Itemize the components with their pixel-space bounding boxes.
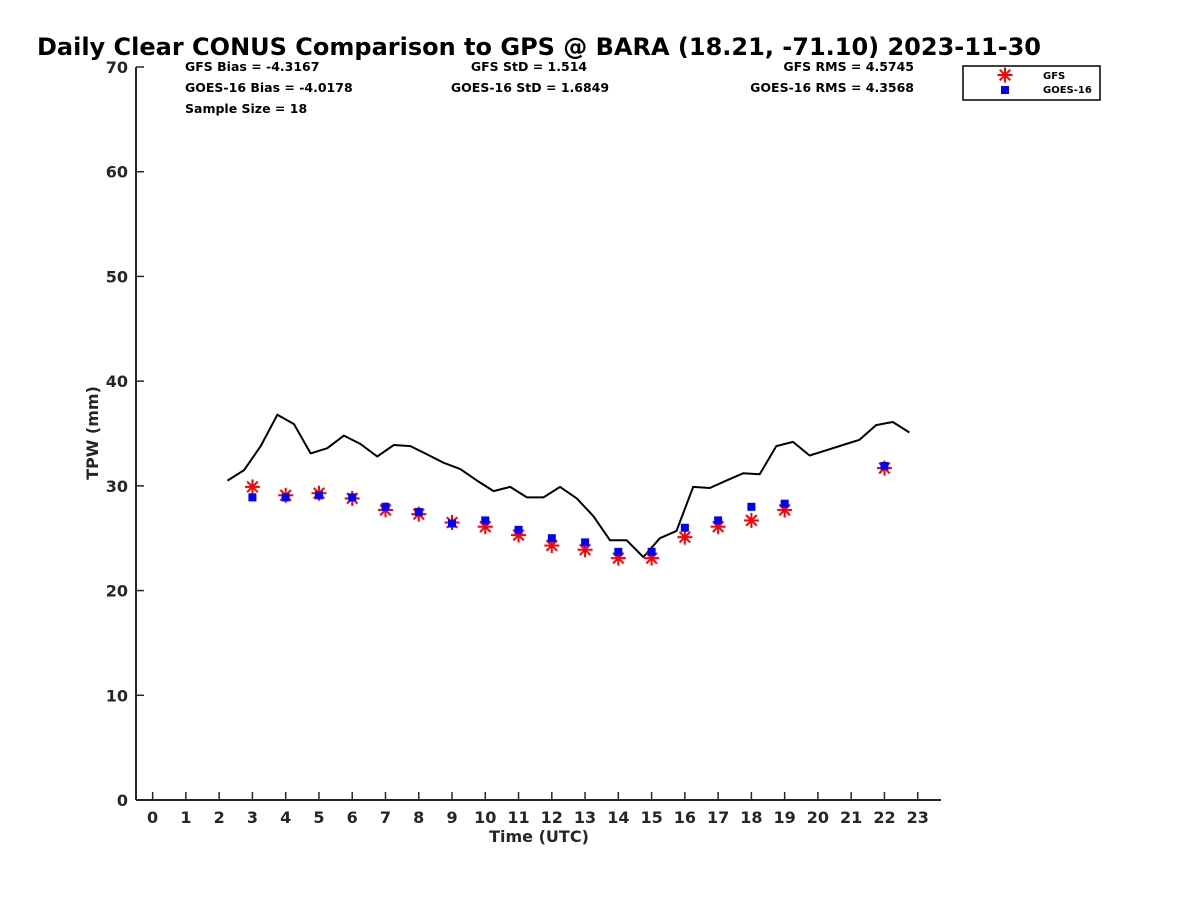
gfs-point	[677, 529, 693, 545]
goes-point	[348, 493, 357, 502]
y-tick-label: 40	[106, 372, 128, 391]
x-tick-label: 4	[280, 808, 291, 827]
x-tick-label: 23	[907, 808, 929, 827]
gfs-point	[743, 512, 759, 528]
statistics-block: GFS Bias = -4.3167 GOES-16 Bias = -4.017…	[185, 59, 914, 116]
goes-point	[647, 547, 656, 556]
legend-gfs-asterisk	[997, 67, 1013, 83]
x-tick-label: 9	[446, 808, 457, 827]
x-axis-label: Time (UTC)	[489, 827, 589, 846]
gfs-point	[244, 479, 260, 495]
gps-line-series	[226, 413, 910, 559]
goes-point	[448, 519, 457, 528]
x-tick-label: 0	[147, 808, 158, 827]
x-tick-label: 10	[474, 808, 496, 827]
x-tick-label: 12	[541, 808, 563, 827]
gps-line	[226, 413, 910, 559]
goes-point	[481, 516, 490, 525]
x-tick-label: 20	[807, 808, 829, 827]
x-tick-label: 11	[507, 808, 529, 827]
goes-point	[414, 508, 423, 517]
legend-box	[962, 65, 1101, 101]
legend: GFS GOES-16	[962, 65, 1101, 101]
goes-point	[381, 502, 390, 511]
goes-point	[514, 525, 523, 534]
x-tick-label: 22	[873, 808, 895, 827]
x-tick-label: 1	[180, 808, 191, 827]
x-tick-label: 8	[413, 808, 424, 827]
goes-point	[248, 493, 257, 502]
axes: 0 1 2 3 4 5 6 7 8 9 10 11 12 13 14 15 16 17 18 19 20 21 22 2301…	[106, 58, 941, 827]
legend-gfs-marker	[997, 67, 1013, 83]
goes-bias-stat: GOES-16 Bias = -4.0178	[185, 80, 353, 95]
goes-point	[281, 493, 290, 502]
goes-point	[714, 516, 723, 525]
x-tick-label: 2	[214, 808, 225, 827]
chart-title: Daily Clear CONUS Comparison to GPS @ BA…	[37, 33, 1041, 61]
goes-point	[747, 502, 756, 511]
y-tick-label: 60	[106, 163, 128, 182]
x-tick-label: 19	[774, 808, 796, 827]
goes-point	[547, 534, 556, 543]
y-tick-label: 70	[106, 58, 128, 77]
goes-point	[880, 461, 889, 470]
y-axis-label: TPW (mm)	[83, 386, 102, 480]
legend-goes-square	[1001, 86, 1009, 94]
y-tick-label: 30	[106, 477, 128, 496]
gfs-rms-stat: GFS RMS = 4.5745	[783, 59, 914, 74]
y-tick-label: 0	[117, 791, 128, 810]
goes-point	[614, 547, 623, 556]
y-tick-label: 10	[106, 686, 128, 705]
x-tick-label: 18	[740, 808, 762, 827]
gfs-bias-stat: GFS Bias = -4.3167	[185, 59, 319, 74]
legend-goes-marker	[1001, 86, 1009, 94]
legend-goes-label: GOES-16	[1043, 85, 1092, 96]
goes-point	[680, 523, 689, 532]
goes-point	[314, 491, 323, 500]
gfs-std-stat: GFS StD = 1.514	[471, 59, 588, 74]
x-tick-label: 14	[607, 808, 629, 827]
x-tick-label: 3	[247, 808, 258, 827]
x-tick-label: 5	[313, 808, 324, 827]
legend-gfs-label: GFS	[1043, 71, 1065, 82]
goes-point	[780, 499, 789, 508]
y-tick-label: 50	[106, 267, 128, 286]
x-tick-label: 17	[707, 808, 729, 827]
y-tick-label: 20	[106, 582, 128, 601]
x-tick-label: 6	[347, 808, 358, 827]
x-tick-label: 21	[840, 808, 862, 827]
goes-rms-stat: GOES-16 RMS = 4.3568	[750, 80, 914, 95]
x-tick-label: 15	[640, 808, 662, 827]
x-tick-label: 13	[574, 808, 596, 827]
goes-point	[581, 538, 590, 547]
x-tick-label: 16	[674, 808, 696, 827]
point-series	[244, 460, 892, 566]
sample-size-stat: Sample Size = 18	[185, 101, 307, 116]
goes-std-stat: GOES-16 StD = 1.6849	[451, 80, 609, 95]
x-tick-label: 7	[380, 808, 391, 827]
